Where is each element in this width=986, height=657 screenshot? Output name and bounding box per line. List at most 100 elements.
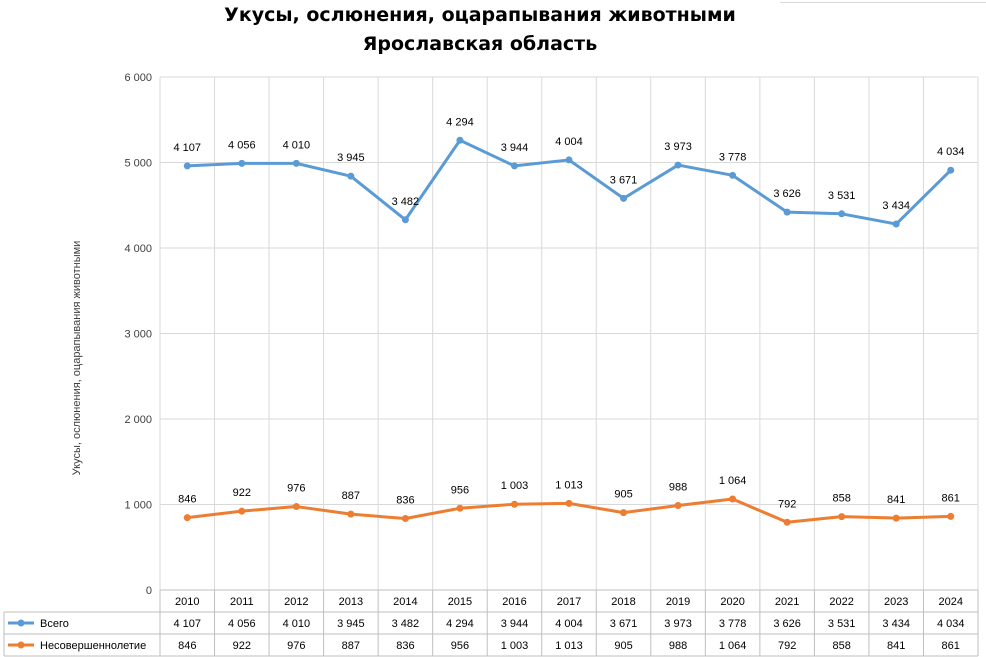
table-cell: 836 <box>396 640 414 652</box>
y-tick-label: 5 000 <box>124 158 152 170</box>
data-point <box>238 507 246 515</box>
data-label: 887 <box>342 490 360 502</box>
data-point <box>510 500 518 508</box>
data-label: 976 <box>287 483 305 495</box>
data-point <box>456 504 464 512</box>
x-tick-label: 2016 <box>502 596 526 608</box>
x-tick-label: 2018 <box>611 596 635 608</box>
data-label: 956 <box>451 484 469 496</box>
x-tick-label: 2019 <box>666 596 690 608</box>
data-point <box>347 172 355 180</box>
table-cell: 4 034 <box>937 618 965 630</box>
table-cell: 4 010 <box>283 618 311 630</box>
table-cell: 3 778 <box>719 618 747 630</box>
data-labels: 4 107 4 056 4 010 3 945 3 482 4 294 3 944 4 004… <box>174 116 965 510</box>
x-tick-label: 2015 <box>448 596 472 608</box>
data-point <box>401 515 409 523</box>
table-cell: 1 013 <box>555 640 583 652</box>
data-point <box>565 499 573 507</box>
data-label: 3 531 <box>828 190 856 202</box>
data-label: 3 778 <box>719 151 747 163</box>
table-cell: 841 <box>887 640 905 652</box>
data-point <box>401 216 409 224</box>
x-tick-label: 2021 <box>775 596 799 608</box>
table-cell: 3 626 <box>773 618 801 630</box>
x-tick-label: 2010 <box>175 596 199 608</box>
y-tick-label: 3 000 <box>124 329 152 341</box>
data-label: 3 945 <box>337 152 365 164</box>
data-label: 3 973 <box>664 141 692 153</box>
table-cell: 4 004 <box>555 618 583 630</box>
legend-marker <box>17 619 25 627</box>
table-cell: 792 <box>778 640 796 652</box>
data-label: 841 <box>887 494 905 506</box>
data-point <box>456 136 464 144</box>
data-label: 792 <box>778 498 796 510</box>
data-point <box>620 194 628 202</box>
legend-entry: Несовершеннолетие <box>40 640 146 652</box>
data-label: 1 064 <box>719 475 747 487</box>
data-point <box>347 510 355 518</box>
data-label: 4 010 <box>283 139 311 151</box>
series-lines <box>183 136 955 526</box>
data-label: 1 013 <box>555 479 583 491</box>
data-label: 922 <box>233 487 251 499</box>
x-tick-label: 2017 <box>557 596 581 608</box>
data-point <box>783 208 791 216</box>
x-tick-label: 2024 <box>938 596 962 608</box>
legend-entry: Всего <box>40 618 69 630</box>
table-cell: 1 003 <box>501 640 529 652</box>
data-label: 846 <box>178 494 196 506</box>
y-tick-labels: 0 1 000 2 000 3 000 4 000 5 000 6 000 <box>124 72 152 597</box>
data-point <box>838 210 846 218</box>
data-point <box>947 512 955 520</box>
data-label: 4 056 <box>228 139 256 151</box>
data-label: 4 294 <box>446 116 474 128</box>
table-cell: 846 <box>178 640 196 652</box>
y-tick-label: 4 000 <box>124 243 152 255</box>
y-tick-label: 6 000 <box>124 72 152 84</box>
table-cell: 4 056 <box>228 618 256 630</box>
legend-marker <box>17 641 25 649</box>
table-cell: 905 <box>614 640 632 652</box>
table-cell: 922 <box>233 640 251 652</box>
table-cell: 4 294 <box>446 618 474 630</box>
y-tick-label: 2 000 <box>124 414 152 426</box>
data-point <box>729 171 737 179</box>
table-cell: 861 <box>942 640 960 652</box>
y-tick-label: 1 000 <box>124 500 152 512</box>
gridlines <box>159 76 979 591</box>
data-label: 3 434 <box>882 200 910 212</box>
table-cell: 3 434 <box>882 618 910 630</box>
data-point <box>238 159 246 167</box>
data-point <box>565 156 573 164</box>
chart-title: Укусы, ослюнения, оцарапывания животными <box>224 4 736 26</box>
table-cell: 887 <box>342 640 360 652</box>
table-cell: 956 <box>451 640 469 652</box>
table-cell: 1 064 <box>719 640 747 652</box>
data-point <box>947 166 955 174</box>
data-label: 905 <box>614 489 632 501</box>
table-cell: 3 973 <box>664 618 692 630</box>
series-line-1 <box>187 138 952 226</box>
x-tick-label: 2020 <box>720 596 744 608</box>
data-point <box>892 514 900 522</box>
x-tick-label: 2022 <box>829 596 853 608</box>
data-label: 3 944 <box>501 142 529 154</box>
data-label: 988 <box>669 482 687 494</box>
table-cell: 3 482 <box>392 618 420 630</box>
data-label: 3 671 <box>610 174 638 186</box>
data-point <box>510 162 518 170</box>
top-border-line <box>780 2 986 3</box>
chart-subtitle: Ярославская область <box>362 33 598 55</box>
table-cell: 3 945 <box>337 618 365 630</box>
data-label: 1 003 <box>501 480 529 492</box>
x-tick-label: 2023 <box>884 596 908 608</box>
data-point <box>292 503 300 511</box>
data-label: 4 107 <box>174 142 202 154</box>
y-tick-label: 0 <box>146 585 152 597</box>
data-label: 836 <box>396 495 414 507</box>
data-point <box>892 220 900 228</box>
data-label: 4 034 <box>937 146 965 158</box>
